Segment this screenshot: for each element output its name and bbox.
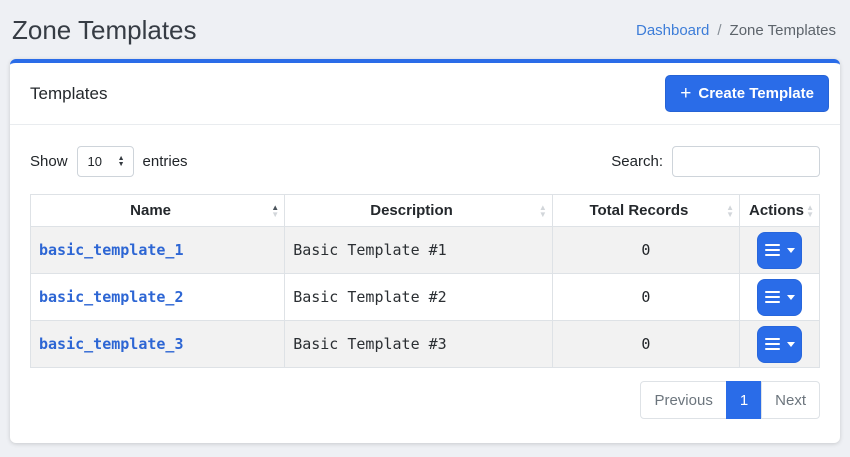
sort-asc-icon: ▲ ▼: [271, 202, 280, 219]
sort-icon: ▲ ▼: [726, 202, 734, 219]
page-title: Zone Templates: [12, 15, 197, 45]
table-row: basic_template_1 Basic Template #1 0: [29, 226, 820, 274]
column-header-description[interactable]: Description ▲ ▼: [284, 194, 553, 227]
template-description: Basic Template #1: [284, 226, 553, 274]
row-actions-dropdown-button[interactable]: [757, 278, 802, 316]
template-description: Basic Template #3: [284, 320, 553, 368]
content-header: Zone Templates Dashboard / Zone Template…: [0, 0, 850, 59]
sort-icon: ▲ ▼: [538, 202, 547, 219]
template-description: Basic Template #2: [284, 273, 553, 321]
search-input[interactable]: [672, 146, 820, 177]
entries-select[interactable]: 10 ▲ ▼: [76, 146, 134, 177]
templates-card: Templates + Create Template Show 10 ▲ ▼ …: [10, 59, 840, 443]
table-controls: Show 10 ▲ ▼ entries Search:: [30, 146, 820, 177]
caret-down-icon: [786, 247, 795, 253]
template-total-records: 0: [551, 320, 741, 368]
row-actions-dropdown-button[interactable]: [757, 325, 802, 363]
entries-label: entries: [142, 153, 188, 170]
table-row: basic_template_3 Basic Template #3 0: [29, 320, 820, 368]
pagination-next-button[interactable]: Next: [761, 381, 820, 419]
breadcrumb-separator: /: [717, 21, 722, 39]
sort-icon: ▲ ▼: [806, 202, 814, 219]
pagination-page-1[interactable]: 1: [725, 381, 763, 419]
hamburger-menu-icon: [764, 338, 780, 350]
template-total-records: 0: [551, 273, 741, 321]
column-header-actions[interactable]: Actions ▲ ▼: [739, 194, 820, 227]
column-header-name[interactable]: Name ▲ ▼: [29, 194, 286, 227]
column-header-total-records[interactable]: Total Records ▲ ▼: [551, 194, 741, 227]
breadcrumb-current: Zone Templates: [729, 21, 836, 39]
pagination: Previous 1 Next: [640, 381, 820, 419]
pagination-row: Previous 1 Next: [30, 381, 820, 419]
hamburger-menu-icon: [764, 291, 780, 303]
template-total-records: 0: [551, 226, 741, 274]
card-title: Templates: [30, 83, 108, 103]
template-name-link[interactable]: basic_template_3: [39, 335, 184, 353]
caret-down-icon: [786, 341, 795, 347]
create-template-button[interactable]: + Create Template: [665, 75, 829, 112]
entries-selected-value: 10: [87, 154, 102, 169]
breadcrumb: Dashboard / Zone Templates: [636, 22, 836, 39]
show-label: Show: [30, 153, 68, 170]
row-actions-dropdown-button[interactable]: [757, 231, 802, 269]
search-label: Search:: [611, 153, 663, 170]
templates-table: Name ▲ ▼ Description ▲ ▼ Total Records ▲ ▼ …: [29, 194, 820, 368]
table-header-row: Name ▲ ▼ Description ▲ ▼ Total Records ▲ ▼ …: [29, 194, 820, 227]
template-name-link[interactable]: basic_template_2: [39, 288, 184, 306]
table-row: basic_template_2 Basic Template #2 0: [29, 273, 820, 321]
plus-icon: +: [680, 82, 692, 104]
pagination-previous-button[interactable]: Previous: [640, 381, 727, 419]
breadcrumb-link-dashboard[interactable]: Dashboard: [635, 21, 710, 39]
template-name-link[interactable]: basic_template_1: [39, 241, 184, 259]
caret-down-icon: [786, 294, 795, 300]
search-control: Search:: [611, 146, 820, 177]
card-body: Show 10 ▲ ▼ entries Search:: [10, 125, 840, 443]
entries-control: Show 10 ▲ ▼ entries: [30, 146, 188, 177]
hamburger-menu-icon: [764, 244, 780, 256]
create-template-label: Create Template: [698, 85, 814, 102]
select-arrows-icon: ▲ ▼: [117, 154, 125, 168]
card-header: Templates + Create Template: [10, 63, 840, 125]
